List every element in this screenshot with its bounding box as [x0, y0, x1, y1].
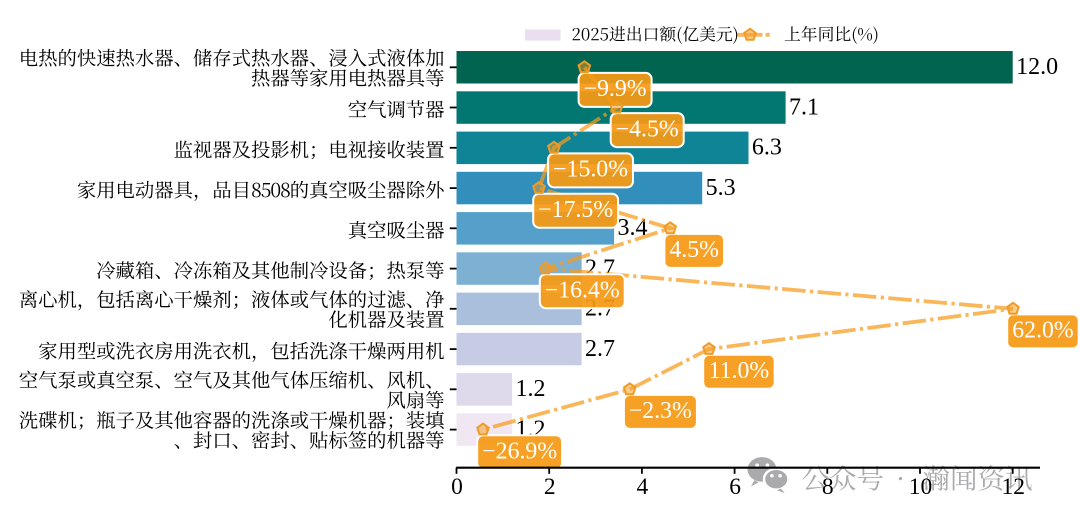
svg-text:−2.3%: −2.3% [629, 398, 692, 424]
svg-text:8: 8 [822, 474, 834, 500]
svg-text:−26.9%: −26.9% [482, 439, 557, 465]
svg-text:6: 6 [729, 474, 741, 500]
svg-text:4: 4 [637, 474, 649, 500]
svg-text:11.0%: 11.0% [709, 358, 770, 384]
svg-text:12: 12 [1001, 474, 1025, 500]
svg-text:5.3: 5.3 [706, 175, 736, 201]
svg-text:−4.5%: −4.5% [616, 116, 679, 142]
svg-text:4.5%: 4.5% [669, 237, 719, 263]
svg-text:6.3: 6.3 [752, 135, 782, 161]
svg-text:62.0%: 62.0% [1012, 318, 1074, 344]
svg-text:7.1: 7.1 [789, 94, 819, 120]
svg-text:2.7: 2.7 [585, 336, 615, 362]
svg-text:−17.5%: −17.5% [538, 197, 613, 223]
svg-text:−15.0%: −15.0% [553, 157, 628, 183]
svg-text:1.2: 1.2 [516, 376, 546, 402]
svg-text:10: 10 [909, 474, 933, 500]
svg-text:2: 2 [544, 474, 556, 500]
svg-text:−9.9%: −9.9% [584, 76, 647, 102]
svg-text:0: 0 [451, 474, 463, 500]
svg-text:−16.4%: −16.4% [545, 278, 620, 304]
svg-text:12.0: 12.0 [1016, 54, 1058, 80]
